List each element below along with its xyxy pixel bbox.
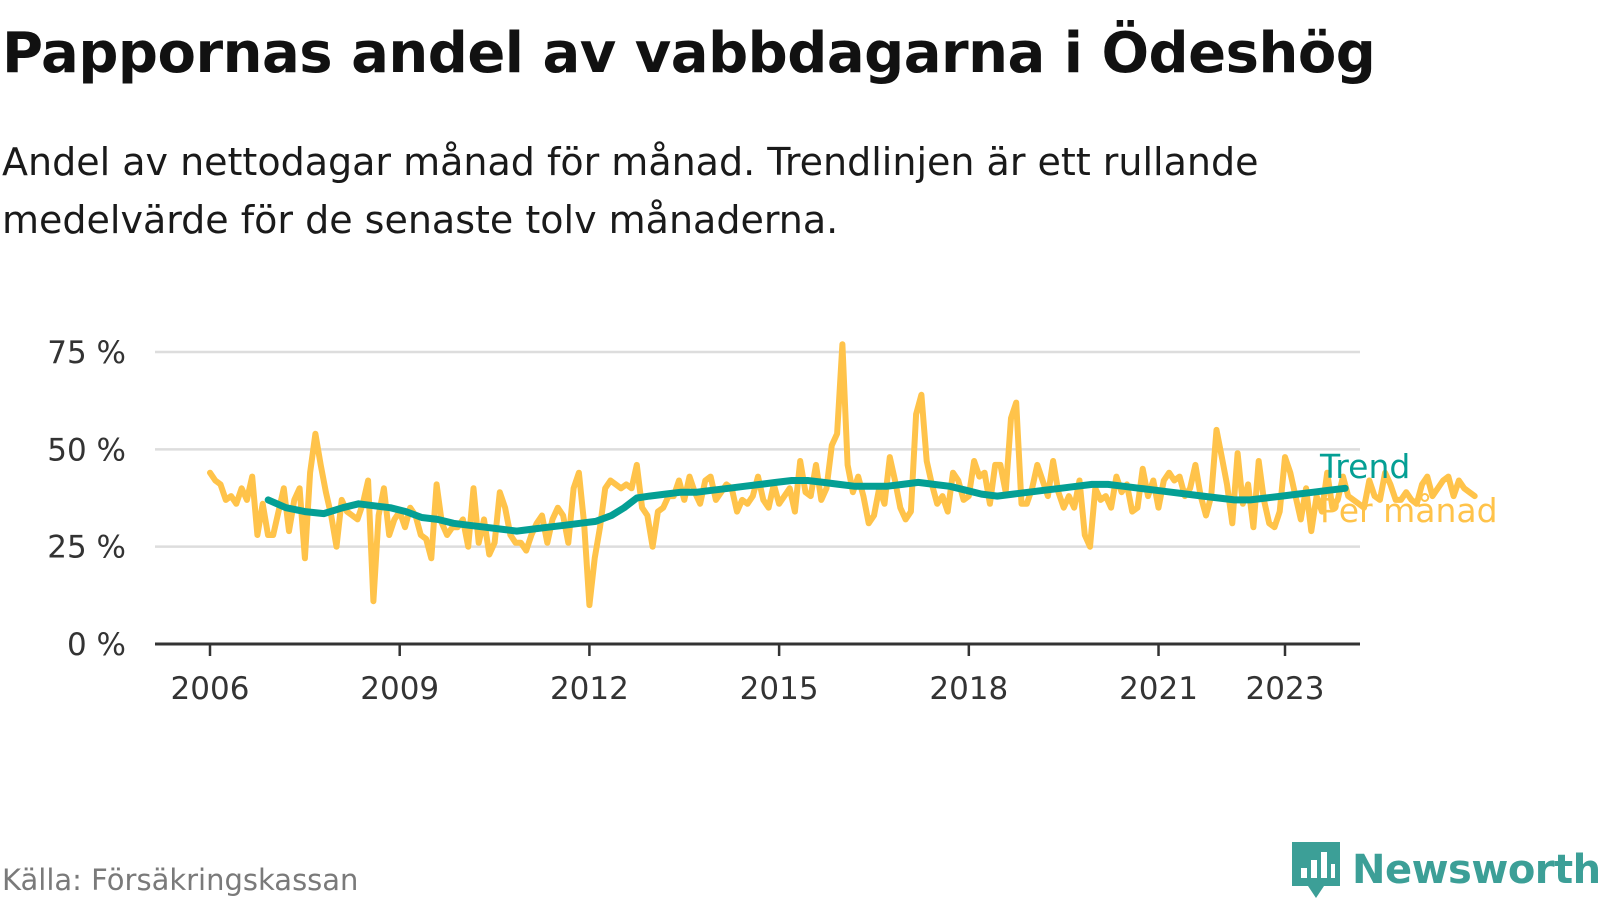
y-tick-label: 75 % [47,335,126,371]
y-tick-label: 50 % [47,432,126,468]
series-label-per-manad: Per månad [1320,491,1498,530]
brand-name: Newsworthy [1352,847,1600,893]
series-layer [207,341,1478,609]
x-tick-label: 2018 [929,671,1008,707]
newsworthy-logo-icon [1292,842,1340,898]
x-tick-label: 2023 [1246,671,1325,707]
series-label-trend: Trend [1319,447,1410,486]
x-tick-label: 2006 [171,671,250,707]
chart-title: Pappornas andel av vabbdagarna i Ödeshög [2,21,1376,86]
grid-layer [155,350,1360,548]
x-tick-label: 2012 [550,671,629,707]
label-layer: 0 % 25 % 50 % 75 % 2006 2009 2012 2015 2018 2021 2… [47,335,1497,707]
axis-layer [155,642,1360,656]
y-tick-label: 0 % [67,627,126,663]
series-line-per-manad [207,341,1478,609]
x-tick-label: 2009 [360,671,439,707]
y-tick-label: 25 % [47,530,126,566]
series-line-trend [264,477,1349,535]
x-tick-label: 2015 [740,671,819,707]
source-note: Källa: Försäkringskassan [2,863,359,897]
x-tick-label: 2021 [1119,671,1198,707]
chart-subtitle: Andel av nettodagar månad för månad. Tre… [2,140,1259,242]
brand-logo-block[interactable]: Newsworthy [1290,838,1600,902]
